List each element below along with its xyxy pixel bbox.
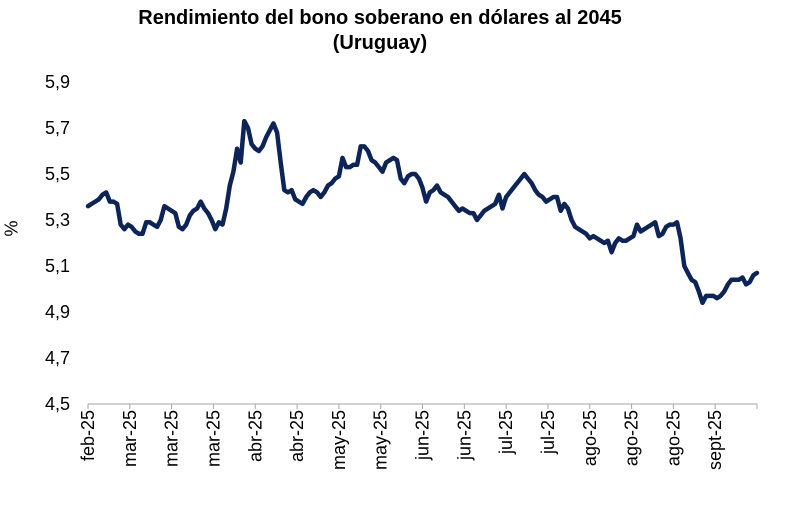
x-tick-label: may-25 [329,410,349,470]
y-tick-label: 5,5 [45,164,70,184]
x-tick-label: jul-25 [496,410,516,455]
chart-title-line: Rendimiento del bono soberano en dólares… [138,7,622,29]
x-tick-label: mar-25 [162,410,182,467]
x-tick-label: sept-25 [705,410,725,470]
y-tick-label: 4,7 [45,348,70,368]
x-tick-label: jul-25 [538,410,558,455]
y-tick-label: 5,7 [45,118,70,138]
x-tick-label: abr-25 [245,410,265,462]
x-tick-label: ago-25 [580,410,600,466]
x-tick-label: abr-25 [287,410,307,462]
series-line [85,118,760,306]
y-tick-label: 4,9 [45,302,70,322]
x-tick-label: may-25 [371,410,391,470]
y-tick-label: 4,5 [45,394,70,414]
x-tick-label: ago-25 [663,410,683,466]
x-tick-label: ago-25 [622,410,642,466]
chart-subtitle-line: (Uruguay) [332,32,428,54]
x-tick-label: feb-25 [78,410,98,461]
y-tick-label: 5,9 [45,72,70,92]
x-tick-label: mar-25 [120,410,140,467]
x-tick-label: jun-25 [454,410,474,461]
chart-title: Rendimiento del bono soberano en dólares… [0,6,760,56]
y-tick-label: 5,3 [45,210,70,230]
x-tick-label: jun-25 [413,410,433,461]
x-tick-label: mar-25 [203,410,223,467]
y-tick-label: 5,1 [45,256,70,276]
